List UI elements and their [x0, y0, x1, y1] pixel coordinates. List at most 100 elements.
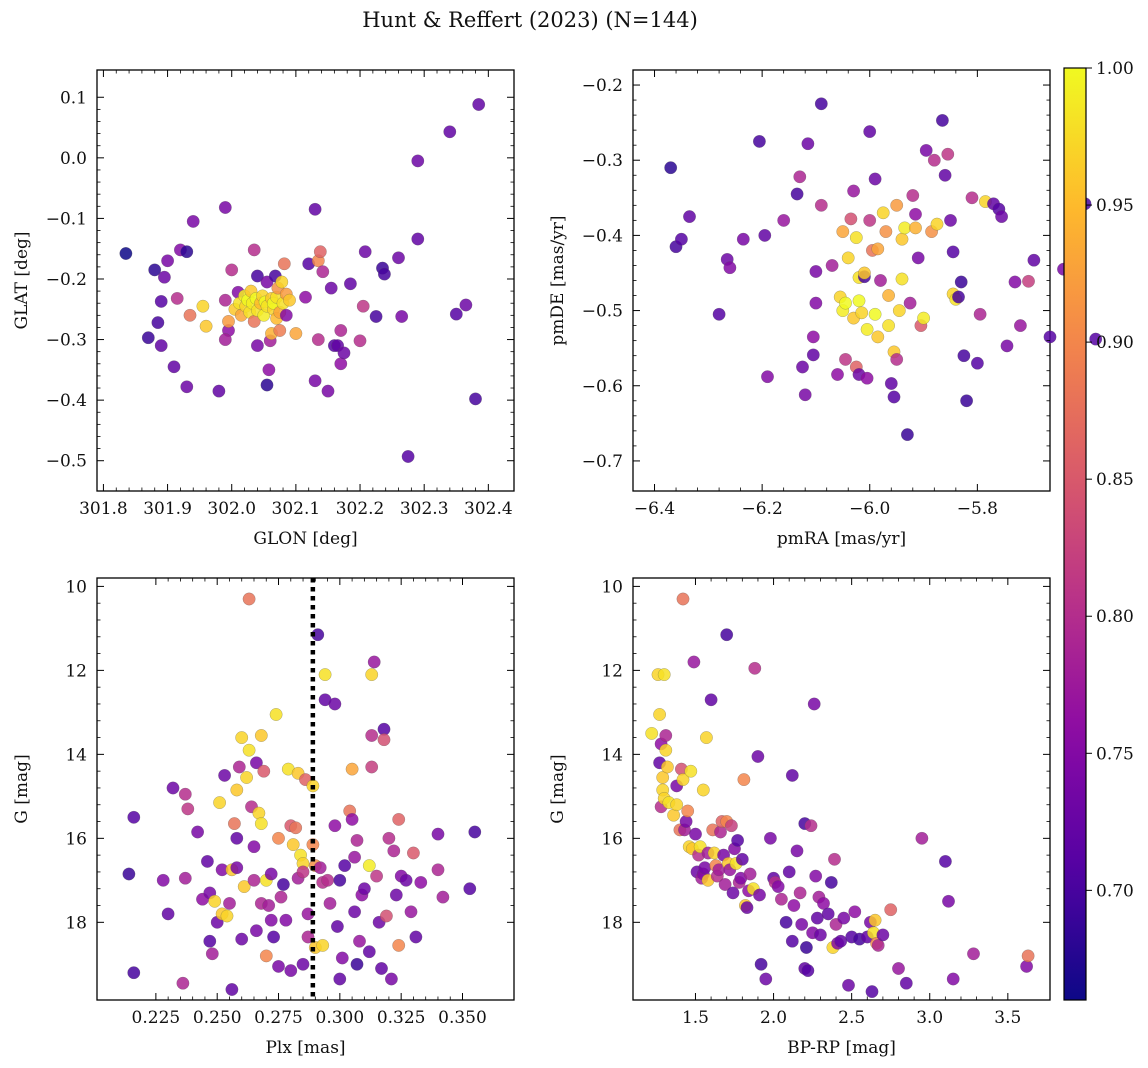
data-point — [909, 221, 922, 235]
data-point — [272, 960, 285, 973]
data-point — [814, 928, 827, 942]
data-point — [443, 125, 457, 139]
data-point — [469, 392, 482, 406]
data-point — [670, 798, 684, 812]
data-point — [973, 307, 987, 321]
data-point — [154, 294, 168, 308]
data-point — [684, 764, 698, 778]
data-point — [333, 972, 347, 986]
data-point — [814, 97, 828, 111]
y-tick-label: 16 — [601, 829, 623, 849]
data-point — [311, 333, 325, 346]
data-point — [176, 976, 190, 990]
data-point — [821, 907, 835, 921]
data-point — [463, 882, 477, 896]
points — [119, 98, 486, 463]
data-point — [345, 813, 359, 826]
data-point — [740, 901, 754, 914]
data-point — [247, 840, 261, 854]
data-point — [887, 390, 901, 404]
data-point — [824, 876, 838, 889]
data-point — [318, 668, 332, 681]
data-point — [230, 831, 244, 845]
data-point — [335, 951, 349, 965]
data-point — [362, 859, 376, 872]
data-point — [810, 911, 824, 925]
data-point — [345, 762, 359, 776]
data-point — [834, 934, 848, 948]
data-point — [806, 348, 820, 362]
data-point — [276, 878, 290, 891]
data-point — [892, 962, 905, 975]
y-tick-label: −0.4 — [46, 391, 87, 411]
data-point — [213, 796, 227, 809]
data-point — [468, 825, 482, 839]
colorbar-tick-label: 1.00 — [1096, 59, 1134, 79]
data-point — [328, 697, 342, 711]
colorbar-tick-label: 0.85 — [1096, 470, 1134, 490]
figure-title: Hunt & Reffert (2023) (N=144) — [362, 8, 698, 32]
data-point — [157, 270, 171, 284]
data-point — [911, 251, 925, 265]
y-tick-label: 14 — [65, 745, 87, 765]
y-tick-label: −0.7 — [582, 452, 623, 472]
data-point — [723, 261, 737, 275]
data-point — [334, 324, 348, 337]
data-point — [903, 296, 917, 310]
data-point — [785, 769, 799, 782]
data-point — [377, 267, 391, 281]
x-tick-label: 0.225 — [132, 1008, 181, 1028]
data-point — [659, 743, 673, 757]
x-tick-label: 2.0 — [760, 1008, 787, 1028]
data-point — [227, 817, 241, 830]
colorbar-tick-label: 0.75 — [1096, 744, 1134, 764]
y-axis-label: pmDE [mas/yr] — [548, 215, 568, 345]
data-point — [798, 388, 812, 402]
data-point — [874, 274, 887, 287]
data-point — [720, 628, 734, 642]
points — [122, 592, 482, 996]
data-point — [289, 327, 303, 340]
points — [645, 592, 1035, 998]
data-point — [865, 985, 879, 998]
data-point — [807, 697, 821, 711]
data-point — [333, 873, 347, 887]
data-point — [348, 850, 361, 864]
x-tick-label: 0.275 — [254, 1008, 303, 1028]
data-point — [860, 322, 874, 336]
data-point — [899, 976, 913, 990]
data-point — [795, 918, 809, 931]
data-point — [279, 913, 293, 927]
data-point — [764, 831, 777, 845]
data-point — [237, 880, 251, 893]
data-point — [205, 947, 219, 961]
x-tick-label: 0.300 — [316, 1008, 365, 1028]
data-point — [337, 346, 351, 360]
x-tick-label: 3.5 — [994, 1008, 1021, 1028]
data-point — [218, 333, 232, 346]
data-point — [737, 773, 751, 786]
data-point — [284, 964, 298, 977]
data-point — [232, 760, 246, 774]
data-point — [348, 905, 361, 919]
data-point — [1021, 949, 1035, 963]
data-point — [748, 661, 762, 675]
panel-3: 0.225 0.250 0.275 0.300 0.325 0.350 10 12 14 16 18… — [12, 577, 515, 1058]
data-point — [946, 972, 960, 986]
data-point — [946, 245, 960, 259]
data-point — [871, 330, 885, 344]
data-point — [308, 374, 322, 388]
data-point — [259, 949, 273, 963]
data-point — [844, 212, 858, 226]
data-point — [411, 154, 425, 168]
x-axis-label: pmRA [mas/yr] — [777, 529, 906, 549]
data-point — [247, 243, 261, 257]
y-tick-label: −0.5 — [582, 302, 623, 322]
data-point — [939, 855, 952, 868]
data-point — [793, 886, 807, 900]
data-point — [957, 349, 971, 363]
data-point — [154, 339, 168, 352]
data-point — [884, 377, 898, 390]
data-point — [828, 852, 841, 866]
